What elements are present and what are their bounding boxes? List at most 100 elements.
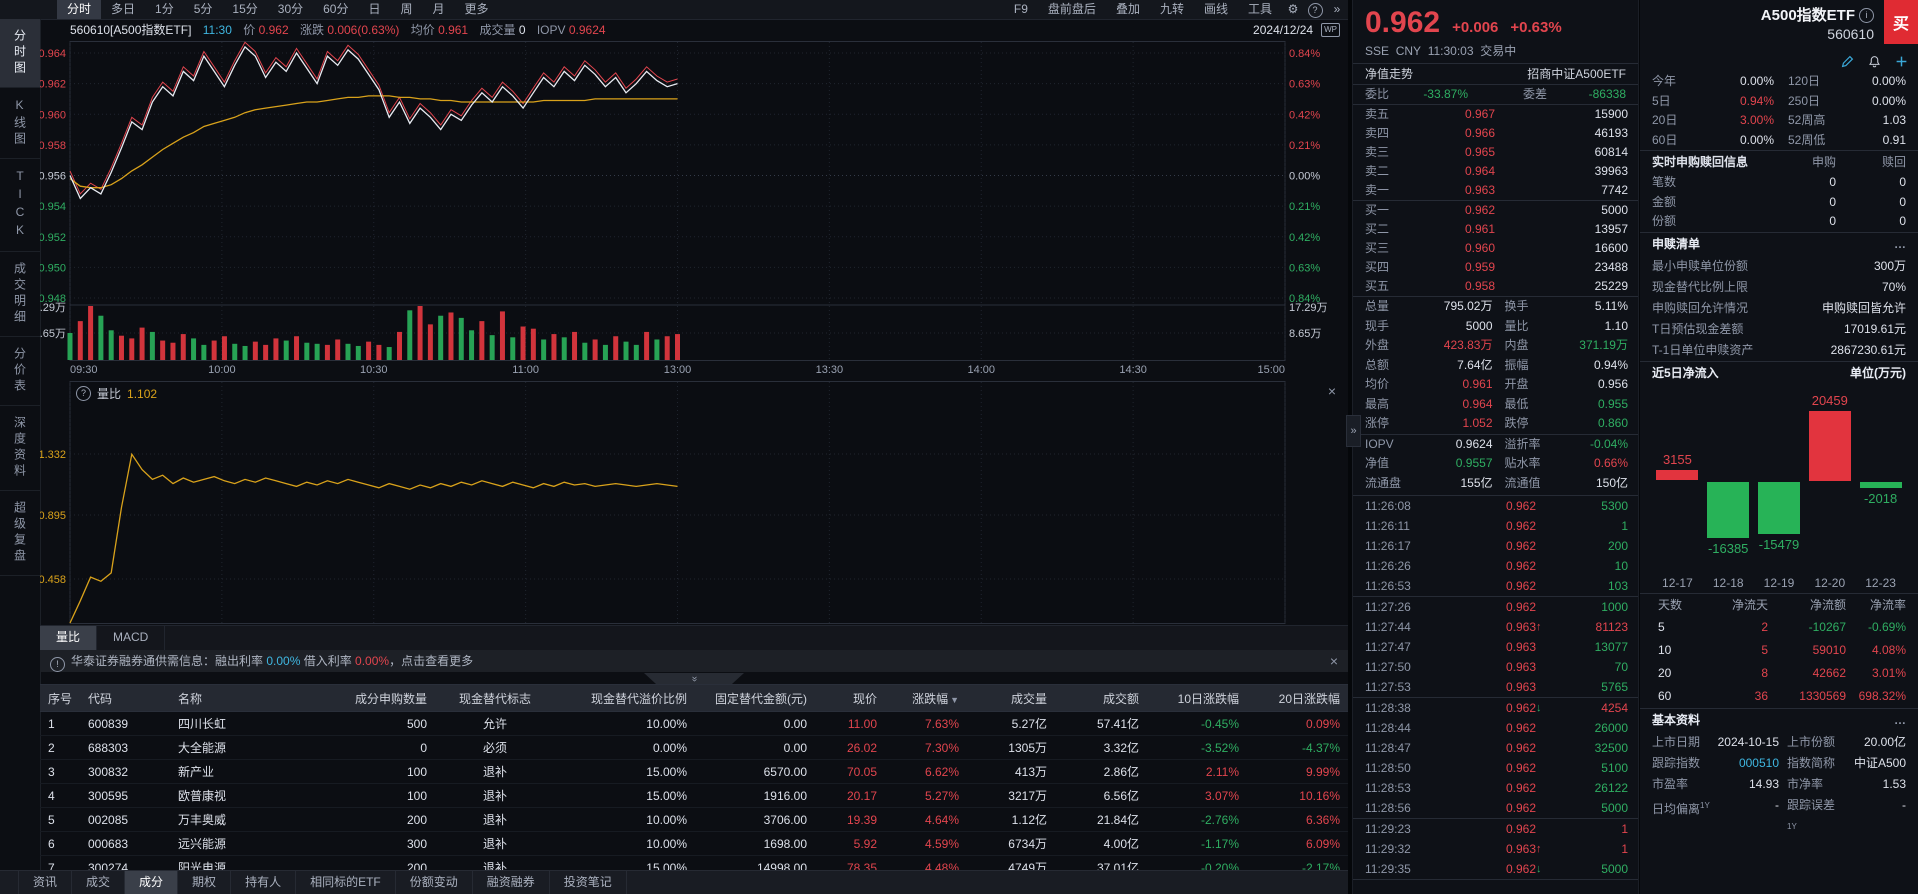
period-tab-1分[interactable]: 1分 — [155, 2, 174, 16]
toolbar-item-工具[interactable]: 工具 — [1247, 2, 1272, 16]
collapse-handle[interactable]: » — [644, 673, 744, 684]
close-icon[interactable]: × — [1327, 383, 1336, 399]
flow-table-header: 天数 净流天 净流额 净流率 — [1652, 594, 1906, 616]
indicator-chart: 1.332 0.895 0.458 ? 量比 1.102 × — [38, 381, 1348, 625]
tick-qty: 13077 — [1594, 640, 1628, 654]
stat-row: 净值 0.9557 贴水率 0.66% — [1353, 454, 1638, 474]
toolbar-item-九转[interactable]: 九转 — [1159, 2, 1184, 16]
table-cell: 6 — [48, 836, 55, 851]
period-tab-多日[interactable]: 多日 — [111, 2, 136, 16]
table-row[interactable]: 1 600839 四川长虹 500 允许 10.00% 0.00 11.00 7.63% 5.27… — [40, 712, 1348, 736]
column-header[interactable]: 代码 — [88, 691, 113, 706]
table-cell: 7.63% — [924, 716, 959, 731]
help-icon[interactable]: ? — [76, 386, 91, 401]
column-header[interactable]: 涨跌幅 ▼ — [912, 691, 959, 706]
svg-text:0.956: 0.956 — [40, 171, 66, 183]
row-value[interactable]: 000510 — [1738, 755, 1779, 770]
tick-direction-icon — [1536, 556, 1554, 576]
level-label: 卖三 — [1365, 145, 1390, 159]
table-row[interactable]: 6 000683 远兴能源 300 退补 10.00% 1698.00 5.92 4.59% 67… — [40, 832, 1348, 856]
bell-icon[interactable] — [1868, 55, 1881, 68]
bottom-tab-份额变动[interactable]: 份额变动 — [396, 871, 473, 894]
indicator-tab-量比[interactable]: 量比 — [40, 626, 98, 651]
tick-price: 0.962 — [1505, 822, 1536, 836]
sidebar-item-分时图[interactable]: 分时图 — [0, 19, 40, 88]
sidebar-item-超级复盘[interactable]: 超级复盘 — [0, 491, 40, 576]
bottom-tab-融资融券[interactable]: 融资融券 — [473, 871, 550, 894]
column-header[interactable]: 现金替代溢价比例 — [590, 691, 687, 706]
indicator-tab-MACD[interactable]: MACD — [97, 626, 166, 651]
period-tab-更多[interactable]: 更多 — [464, 2, 489, 16]
plus-icon[interactable] — [1895, 55, 1908, 68]
sidebar-item-K线图[interactable]: K线图 — [0, 88, 40, 159]
column-header[interactable]: 10日涨跌幅 — [1177, 691, 1239, 706]
table-row[interactable]: 4 300595 欧普康视 100 退补 15.00% 1916.00 20.17 5.27% 3… — [40, 784, 1348, 808]
period-tab-日[interactable]: 日 — [368, 2, 381, 16]
toolbar-item-F9[interactable]: F9 — [1013, 2, 1028, 16]
column-header[interactable]: 20日涨跌幅 — [1278, 691, 1340, 706]
stat-row: IOPV 0.9624 溢折率 -0.04% — [1353, 433, 1638, 455]
help-icon[interactable]: ? — [1304, 0, 1326, 19]
row-label: 跟踪误差1Y — [1787, 797, 1836, 831]
column-header[interactable]: 成交量 — [1010, 691, 1047, 706]
flow-bar — [1808, 410, 1851, 481]
bottom-tab-持有人[interactable]: 持有人 — [231, 871, 297, 894]
period-tab-30分[interactable]: 30分 — [277, 2, 304, 16]
column-header[interactable]: 名称 — [178, 691, 203, 706]
table-row[interactable]: 3 300832 新产业 100 退补 15.00% 6570.00 70.05 6.62% 41… — [40, 760, 1348, 784]
bottom-tab-资讯[interactable]: 资讯 — [18, 871, 73, 894]
flow-bar — [1859, 481, 1902, 489]
wp-icon[interactable]: WP — [1321, 23, 1340, 37]
bottom-tab-期权[interactable]: 期权 — [178, 871, 232, 894]
column-header[interactable]: 现金替代标志 — [458, 691, 531, 706]
bottom-tab-相同标的ETF[interactable]: 相同标的ETF — [296, 871, 396, 894]
period-tab-15分[interactable]: 15分 — [232, 2, 258, 16]
sidebar-item-TICK[interactable]: TICK — [0, 159, 40, 252]
more-icon[interactable]: » — [1333, 2, 1341, 16]
column-header[interactable]: 序号 — [48, 691, 73, 706]
column-header: 天数 — [1658, 597, 1683, 612]
sidebar-item-成交明细[interactable]: 成交明细 — [0, 252, 40, 337]
more-icon[interactable]: … — [1894, 712, 1906, 727]
table-cell: 欧普康视 — [178, 789, 227, 803]
toolbar-item-叠加[interactable]: 叠加 — [1115, 2, 1140, 16]
period-tab-分时[interactable]: 分时 — [57, 0, 102, 19]
bottom-tab-成交[interactable]: 成交 — [72, 871, 126, 894]
bottom-tab-投资笔记[interactable]: 投资笔记 — [550, 871, 627, 894]
stat-label: 换手 — [1504, 299, 1529, 313]
shenshu-row: T日预估现金差额 17019.61元 — [1652, 319, 1906, 340]
section-title: 申赎清单 — [1652, 236, 1701, 251]
toolbar-item-画线[interactable]: 画线 — [1203, 2, 1228, 16]
view-sidebar: 分时图 K线图 TICK 成交明细 分价表 深度资料 超级复盘 — [0, 19, 41, 871]
period-tab-5分[interactable]: 5分 — [193, 2, 213, 16]
edit-icon[interactable] — [1841, 55, 1854, 68]
level-qty: 25229 — [1594, 279, 1628, 293]
table-row[interactable]: 5 002085 万丰奥威 200 退补 10.00% 3706.00 19.39 4.64% 1… — [40, 808, 1348, 832]
sidebar-item-深度资料[interactable]: 深度资料 — [0, 406, 40, 491]
flow-bar — [1707, 481, 1750, 538]
toolbar-item-盘前盘后[interactable]: 盘前盘后 — [1047, 2, 1096, 16]
tick-direction-icon — [1536, 819, 1554, 839]
close-icon[interactable]: × — [1329, 653, 1338, 669]
nav-row[interactable]: 净值走势 招商中证A500ETF — [1353, 63, 1638, 85]
period-tab-月[interactable]: 月 — [432, 2, 445, 16]
more-icon[interactable]: … — [1894, 236, 1906, 251]
gear-icon[interactable]: ⚙ — [1287, 2, 1299, 16]
column-header[interactable]: 成交额 — [1102, 691, 1139, 706]
notice-bar[interactable]: ! 华泰证券融券通供需信息：融出利率 0.00% 借入利率 0.00%，点击查看更… — [40, 650, 1348, 672]
table-row[interactable]: 2 688303 大全能源 0 必须 0.00% 0.00 26.02 7.30% 1305万 3.… — [40, 736, 1348, 760]
row-value: 14.93 — [1748, 776, 1779, 791]
panel-collapse-handle[interactable]: » — [1346, 415, 1361, 447]
period-tab-周[interactable]: 周 — [400, 2, 413, 16]
column-header[interactable]: 现价 — [852, 691, 877, 706]
table-cell: -1.17% — [1200, 836, 1239, 851]
column-header[interactable]: 成分申购数量 — [354, 691, 427, 706]
bottom-tab-成分[interactable]: 成分 — [125, 871, 179, 894]
period-tab-60分[interactable]: 60分 — [323, 2, 349, 16]
buy-button[interactable]: 买 — [1884, 0, 1918, 44]
info-icon[interactable]: i — [1859, 8, 1874, 23]
sidebar-item-分价表[interactable]: 分价表 — [0, 337, 40, 406]
time-label: 10:30 — [359, 364, 388, 376]
column-header[interactable]: 固定替代金额(元) — [715, 691, 807, 706]
perf-row: 20日 3.00% 52周高 1.03 — [1652, 111, 1906, 131]
